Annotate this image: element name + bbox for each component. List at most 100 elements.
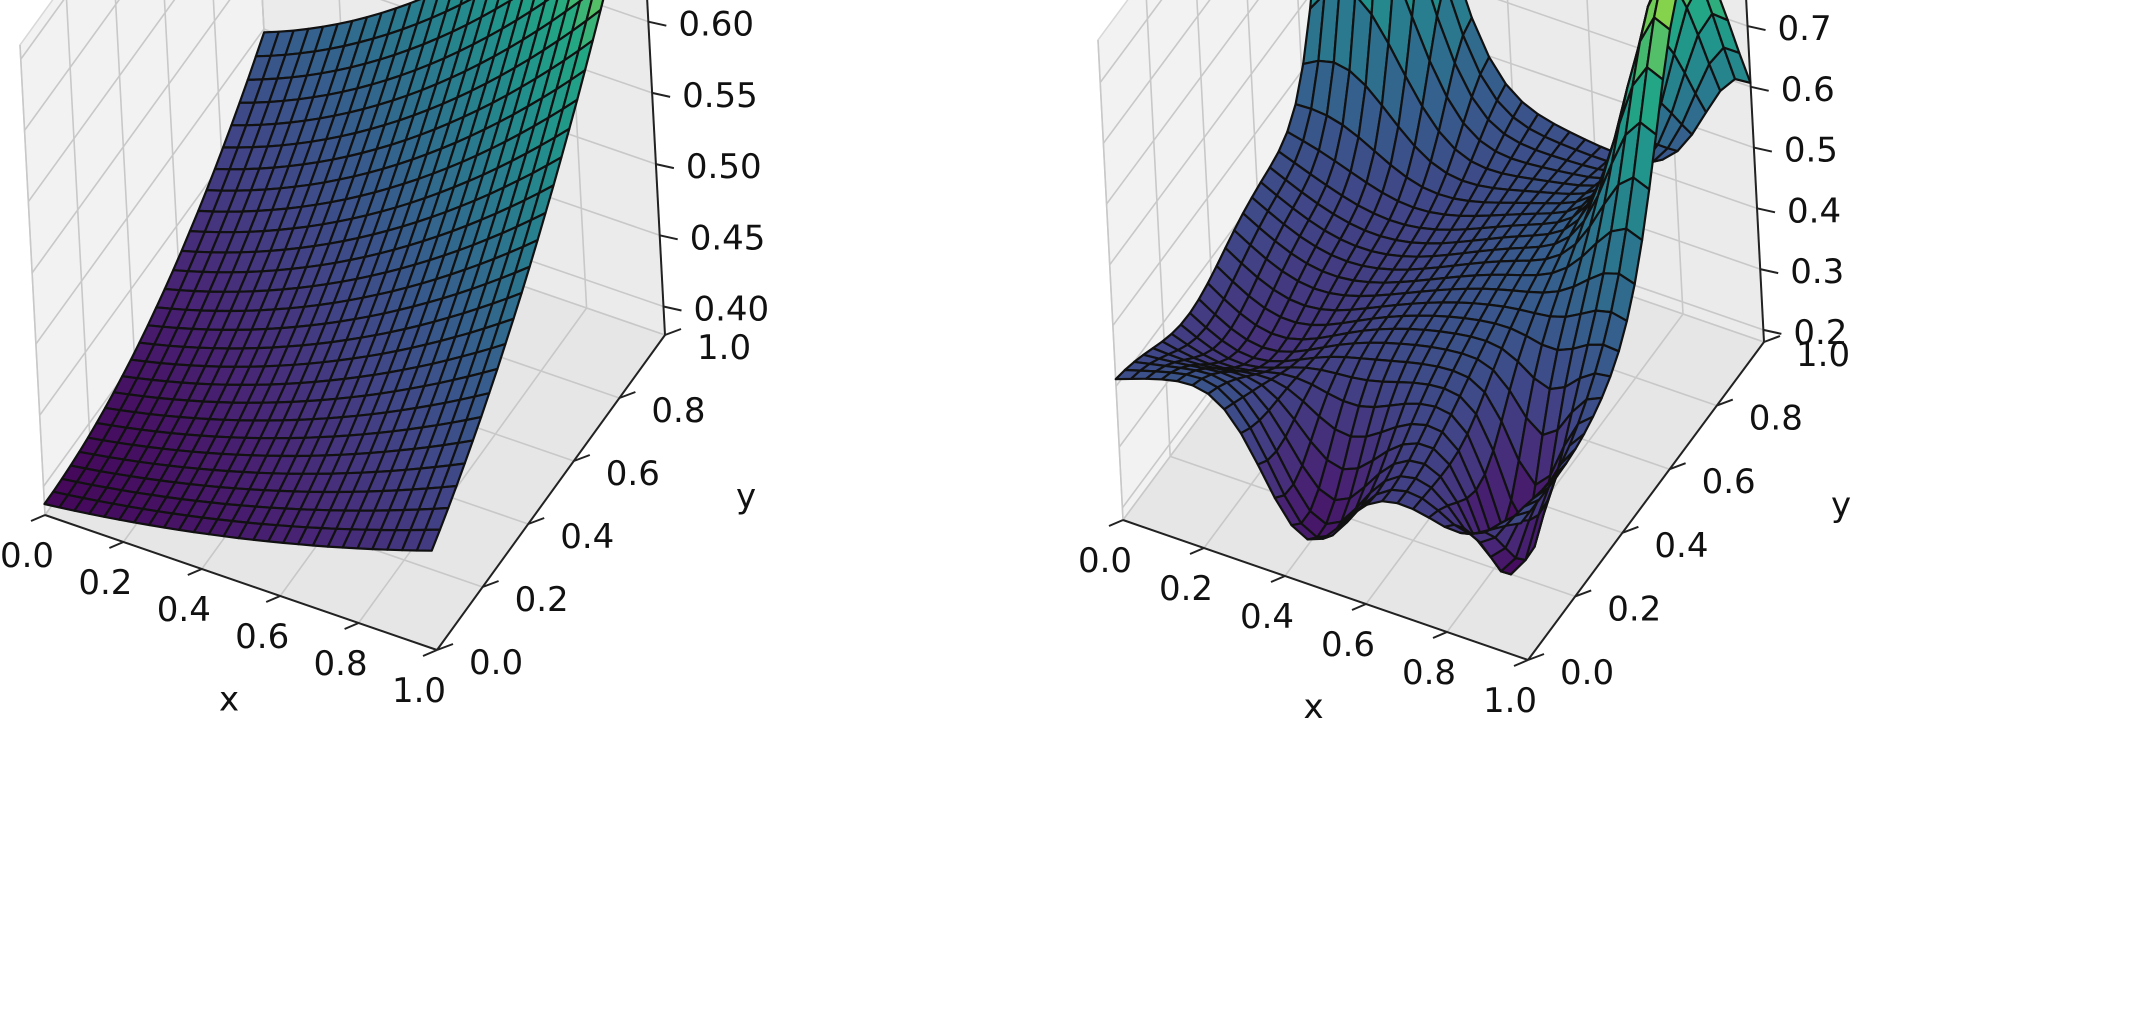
z-tick-label: 0.45 (690, 218, 766, 258)
y-tick-mark (1622, 525, 1639, 534)
surface-patch (1681, 0, 1693, 9)
z-axis-line (646, 0, 666, 336)
x-tick-label: 0.2 (78, 563, 132, 603)
x-tick-mark (1351, 603, 1367, 611)
y-tick-label: 0.2 (1607, 589, 1661, 629)
z-tick-mark (1750, 85, 1769, 92)
floor-grid-x (1446, 313, 1684, 633)
y-tick-label: 0.4 (560, 517, 614, 557)
x-tick-label: 0.6 (235, 617, 289, 657)
z-tick-mark (1747, 25, 1766, 32)
x-tick-mark (422, 649, 438, 657)
y-tick-mark (482, 580, 499, 588)
x-axis-line (44, 514, 438, 651)
y-tick-label: 0.8 (1749, 399, 1803, 439)
y-tick-mark (1716, 398, 1734, 407)
x-tick-label: 0.4 (1240, 597, 1294, 637)
y-tick-mark (1669, 462, 1686, 471)
z-tick-mark (1756, 207, 1776, 214)
left-grid-z (27, 0, 176, 203)
z-tick-mark (659, 234, 678, 241)
y-tick-label: 0.2 (515, 580, 569, 620)
x-axis-line (1122, 519, 1529, 661)
left-grid-z (1099, 0, 1163, 84)
surface-patch (1706, 0, 1729, 22)
z-tick-mark (1759, 268, 1779, 275)
y-axis-line (436, 334, 666, 651)
surface (1114, 0, 1752, 576)
left-grid-y (65, 0, 92, 453)
y-tick-mark (1527, 653, 1545, 661)
x-tick-label: 0.8 (314, 644, 368, 684)
y-tick-label: 0.6 (606, 454, 660, 494)
left-grid-z (1102, 0, 1211, 144)
x-tick-mark (187, 568, 203, 576)
x-tick-label: 0.0 (0, 536, 54, 576)
y-tick-label: 0.0 (1560, 653, 1614, 693)
left-surface-plot: 0.0 0.2 0.4 0.6 0.8 1.0 0.0 0.2 0.4 0.6 0.8 1.0 0.40… (0, 0, 1077, 1010)
surface-patch (1504, 510, 1532, 527)
y-tick-mark (527, 517, 545, 525)
z-tick-label: 0.3 (1790, 252, 1844, 292)
x-tick-mark (30, 514, 46, 522)
left-grid-z (23, 0, 120, 131)
x-tick-label: 1.0 (1483, 681, 1537, 721)
y-axis-label: y (1831, 485, 1851, 525)
left-grid-z (31, 0, 231, 274)
surface-patch (415, 528, 442, 552)
x-tick-mark (1513, 659, 1529, 667)
left-grid-z (1105, 0, 1259, 205)
z-tick-mark (648, 20, 667, 27)
left-grid-y (1097, 39, 1124, 521)
left-plot-svg: 0.00.20.40.60.81.00.00.20.40.60.81.00.40… (0, 0, 769, 720)
z-tick-mark (1763, 328, 1782, 335)
y-tick-mark (436, 643, 454, 651)
y-tick-label: 0.8 (651, 391, 705, 431)
z-axis-line (1745, 0, 1765, 343)
y-tick-mark (664, 328, 682, 336)
right-surface-plot: 0.0 0.2 0.4 0.6 0.8 1.0 0.0 0.2 0.4 0.6 0.8 1.0 0.2 0… (1078, 0, 2155, 1010)
z-tick-label: 0.4 (1787, 191, 1841, 231)
x-tick-mark (1108, 519, 1124, 527)
x-tick-label: 0.0 (1078, 541, 1132, 581)
z-tick-label: 0.2 (1793, 313, 1847, 353)
z-tick-label: 0.60 (678, 5, 754, 45)
z-tick-label: 0.55 (682, 76, 758, 116)
x-tick-label: 0.6 (1321, 625, 1375, 665)
x-tick-mark (1270, 575, 1286, 583)
y-tick-label: 0.6 (1702, 462, 1756, 502)
z-tick-mark (1753, 146, 1773, 153)
x-axis-label: x (219, 680, 239, 720)
z-tick-mark (651, 91, 671, 98)
x-tick-label: 0.2 (1159, 569, 1213, 609)
x-tick-mark (265, 595, 281, 603)
left-grid-z (35, 28, 265, 345)
y-axis-label: y (736, 477, 756, 517)
left-grid-z (1109, 0, 1308, 266)
y-tick-mark (619, 391, 636, 399)
z-tick-label: 0.5 (1784, 131, 1838, 171)
z-tick-label: 0.40 (693, 290, 769, 330)
z-tick-label: 0.50 (686, 147, 762, 187)
y-tick-label: 0.0 (469, 643, 523, 683)
z-tick-label: 0.7 (1778, 9, 1832, 49)
x-tick-label: 0.8 (1402, 653, 1456, 693)
y-tick-label: 0.4 (1654, 526, 1708, 566)
left-grid-y (114, 0, 137, 390)
x-tick-label: 0.4 (157, 590, 211, 630)
y-tick-mark (1574, 589, 1592, 598)
left-grid-y (19, 44, 46, 516)
right-plot-svg: 0.00.20.40.60.81.00.00.20.40.60.81.00.20… (1078, 0, 1851, 727)
x-tick-mark (109, 541, 124, 549)
x-tick-mark (1432, 631, 1448, 639)
y-tick-label: 1.0 (1796, 335, 1850, 375)
surface (43, 0, 605, 552)
y-tick-label: 1.0 (697, 328, 751, 368)
z-tick-mark (663, 305, 682, 312)
y-tick-mark (1763, 335, 1781, 343)
floor-grid-x (357, 307, 588, 624)
x-axis-label: x (1303, 687, 1323, 727)
x-tick-mark (1189, 547, 1205, 555)
y-tick-mark (573, 454, 591, 462)
z-tick-label: 0.6 (1781, 70, 1835, 110)
